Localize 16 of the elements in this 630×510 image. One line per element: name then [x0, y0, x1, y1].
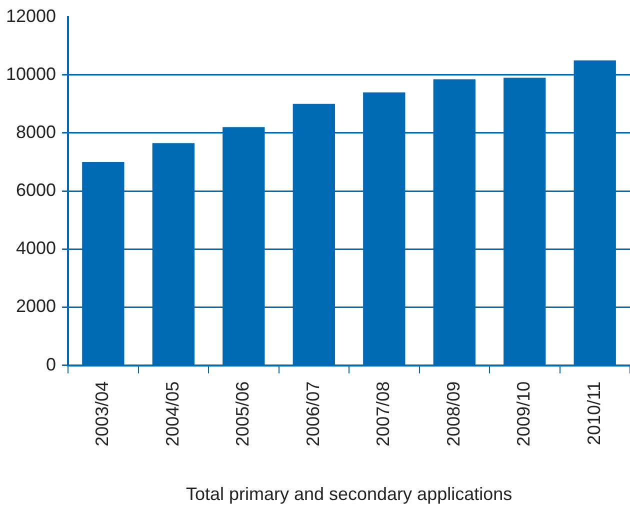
- x-axis-title: Total primary and secondary applications: [186, 484, 512, 504]
- y-tick-label: 10000: [6, 64, 56, 84]
- y-tick-label: 4000: [16, 238, 56, 258]
- y-tick-label: 2000: [16, 296, 56, 316]
- x-tick-label: 2007/08: [373, 381, 394, 446]
- x-tick-label: 2003/04: [92, 381, 112, 446]
- x-tick-label: 2009/10: [514, 381, 534, 446]
- x-tick-label: 2010/11: [584, 381, 604, 446]
- x-tick-label: 2006/07: [302, 381, 323, 446]
- x-tick-label: 2004/05: [162, 381, 182, 446]
- y-tick-label: 6000: [16, 180, 56, 200]
- x-tick-label: 2005/06: [232, 381, 253, 446]
- y-tick-label: 12000: [6, 6, 56, 26]
- y-tick-label: 0: [46, 354, 56, 374]
- y-tick-label: 8000: [16, 122, 56, 142]
- x-tick-label: 2008/09: [443, 381, 464, 446]
